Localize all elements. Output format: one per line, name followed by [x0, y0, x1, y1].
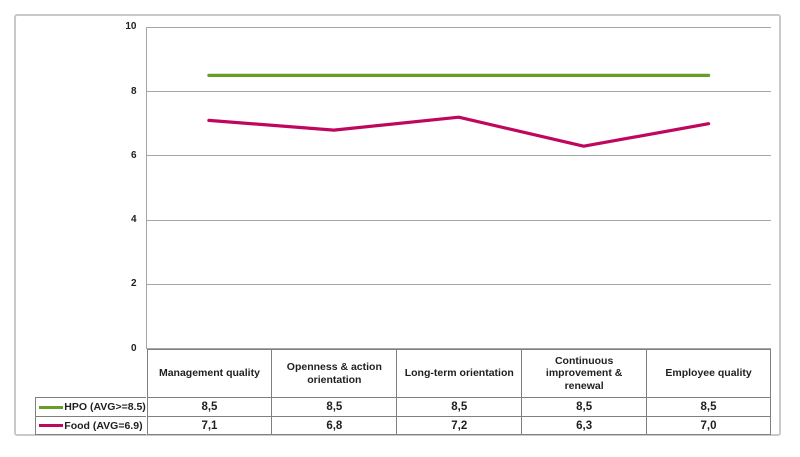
y-axis-line — [146, 27, 147, 349]
y-axis-tick-label: 4 — [130, 214, 137, 226]
value-cell: 8,5 — [646, 397, 771, 416]
value-cell: 8,5 — [146, 397, 272, 416]
gridline-y0 — [146, 348, 771, 350]
value-cell: 8,5 — [521, 397, 647, 416]
gridline-y4 — [146, 219, 771, 221]
gridline-y10 — [146, 26, 771, 28]
category-header: Openness & action orientation — [271, 349, 397, 397]
legend-key-1: Food (AVG=6.9) — [35, 416, 147, 435]
y-axis-tick-label: 10 — [125, 21, 137, 33]
value-cell: 7,1 — [146, 416, 272, 435]
series-line-1 — [207, 115, 711, 148]
value-cell: 6,3 — [521, 416, 647, 435]
legend-label: HPO (AVG>=8.5) — [64, 401, 146, 413]
y-axis-tick-label: 0 — [130, 342, 137, 354]
series-lines — [207, 73, 711, 148]
category-header: Employee quality — [646, 349, 771, 397]
legend-swatch-1 — [39, 424, 64, 427]
category-header: Long-term orientation — [396, 349, 522, 397]
chart-frame: 0 2 4 6 8 10 Management quality Openness & act… — [14, 14, 781, 436]
gridline-y6 — [146, 155, 771, 157]
y-axis-tick-label: 2 — [130, 278, 137, 290]
category-header: Continuous improvement & renewal — [521, 349, 647, 397]
value-cell: 7,0 — [646, 416, 771, 435]
legend-key-0: HPO (AVG>=8.5) — [35, 397, 147, 416]
y-axis-tick-label: 8 — [130, 85, 137, 97]
value-cell: 8,5 — [271, 397, 397, 416]
legend-label: Food (AVG=6.9) — [64, 419, 143, 432]
value-cell: 7,2 — [396, 416, 522, 435]
legend-swatch-0 — [39, 405, 64, 409]
gridline-y2 — [146, 283, 771, 285]
y-axis-tick-label: 6 — [130, 149, 137, 161]
value-cell: 8,5 — [396, 397, 522, 416]
category-header: Management quality — [146, 349, 272, 397]
value-cell: 6,8 — [271, 416, 397, 435]
gridline-y8 — [146, 91, 771, 92]
